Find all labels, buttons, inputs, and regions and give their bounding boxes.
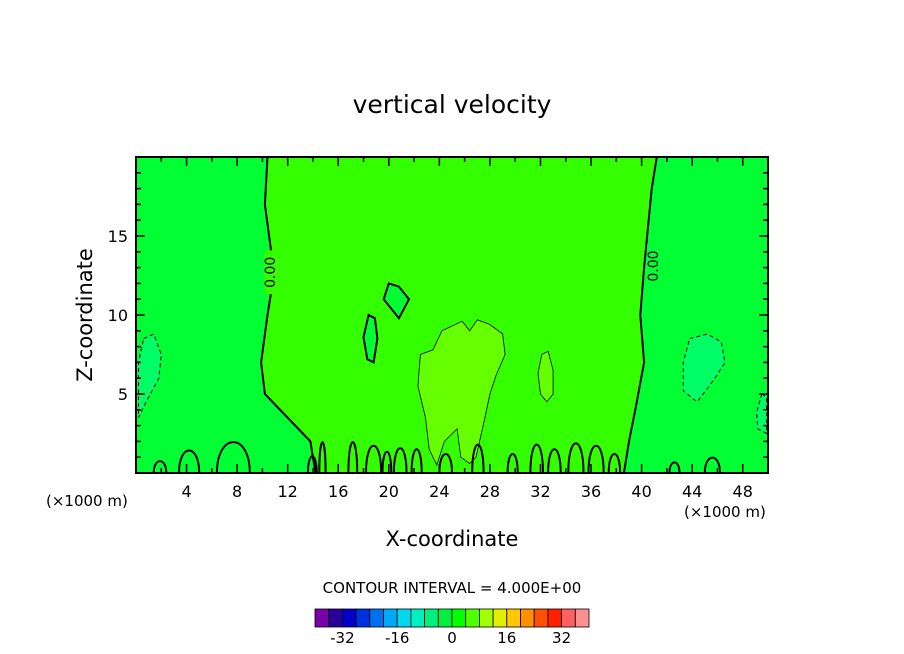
negative-contour bbox=[756, 393, 768, 435]
x-tick-label: 24 bbox=[429, 482, 449, 501]
colorbar-swatch bbox=[410, 608, 425, 628]
surface-contour bbox=[547, 448, 562, 474]
colorbar-swatch bbox=[396, 608, 412, 628]
x-tick-label: 8 bbox=[232, 482, 242, 501]
colorbar-swatch bbox=[492, 608, 508, 628]
colorbar-label: 0 bbox=[447, 629, 457, 647]
y-tick-label: 5 bbox=[118, 385, 128, 404]
colorbar: -32 -16 0 16 32 bbox=[314, 608, 590, 647]
surface-contour bbox=[471, 443, 485, 474]
surface-contour bbox=[587, 444, 605, 474]
surface-contour bbox=[306, 455, 318, 474]
colorbar-swatch bbox=[574, 608, 590, 628]
closed-contour bbox=[382, 282, 411, 321]
surface-contour bbox=[318, 441, 327, 474]
x-tick-label: 16 bbox=[328, 482, 348, 501]
colorbar-swatch bbox=[314, 608, 330, 628]
y-axis-label: Z-coordinate bbox=[73, 248, 97, 382]
surface-contour bbox=[215, 441, 251, 474]
surface-contour bbox=[529, 443, 544, 474]
x-tick-label: 48 bbox=[733, 482, 753, 501]
surface-contour bbox=[567, 442, 585, 474]
x-tick-label: 20 bbox=[379, 482, 399, 501]
x-tick-label: 44 bbox=[682, 482, 702, 501]
colorbar-swatch bbox=[533, 608, 549, 628]
colorbar-label: -32 bbox=[330, 629, 355, 647]
negative-contour bbox=[138, 333, 162, 418]
surface-contour bbox=[506, 453, 519, 474]
colorbar-label: 32 bbox=[552, 629, 571, 647]
colorbar-swatch bbox=[561, 608, 576, 628]
colorbar-swatch bbox=[369, 608, 384, 628]
negative-contour bbox=[682, 333, 726, 403]
x-tick-label: 40 bbox=[631, 482, 651, 501]
x-tick-label: 12 bbox=[278, 482, 298, 501]
positive-cell-east bbox=[537, 350, 554, 403]
x-units-left: (×1000 m) bbox=[46, 492, 128, 510]
colorbar-swatch bbox=[478, 608, 494, 628]
surface-contour bbox=[703, 456, 721, 474]
surface-contour bbox=[381, 450, 393, 474]
surface-contour bbox=[152, 460, 168, 474]
colorbar-swatch bbox=[547, 608, 563, 628]
colorbar-swatch bbox=[451, 608, 467, 628]
x-axis-label: X-coordinate bbox=[386, 527, 519, 551]
x-tick-label: 32 bbox=[530, 482, 550, 501]
surface-contour bbox=[410, 448, 423, 474]
colorbar-label: -16 bbox=[385, 629, 410, 647]
colorbar-swatch bbox=[341, 608, 357, 628]
colorbar-label: 16 bbox=[497, 629, 516, 647]
closed-contour bbox=[362, 313, 379, 364]
surface-contour bbox=[178, 449, 201, 474]
positive-cell bbox=[417, 319, 506, 467]
contour-label: 0.00 bbox=[646, 250, 662, 281]
colorbar-swatch bbox=[465, 608, 480, 628]
colorbar-swatch bbox=[355, 608, 371, 628]
colorbar-swatch bbox=[383, 608, 398, 628]
contour-label: 0.00 bbox=[263, 257, 279, 288]
colorbar-swatch bbox=[328, 608, 343, 628]
surface-contour bbox=[347, 441, 359, 474]
x-tick-label: 28 bbox=[480, 482, 500, 501]
x-tick-label: 36 bbox=[581, 482, 601, 501]
y-tick-label: 15 bbox=[108, 227, 128, 246]
contour-label-bg bbox=[647, 244, 662, 289]
positive-region bbox=[261, 157, 657, 473]
colorbar-swatch bbox=[520, 608, 535, 628]
colorbar-swatch bbox=[437, 608, 453, 628]
contour-label-bg bbox=[264, 250, 279, 295]
y-tick-label: 10 bbox=[108, 306, 128, 325]
colorbar-swatch bbox=[506, 608, 521, 628]
surface-contour bbox=[607, 453, 622, 474]
contour-interval-label: CONTOUR INTERVAL = 4.000E+00 bbox=[323, 579, 582, 597]
surface-contour bbox=[668, 461, 681, 474]
x-tick-label: 4 bbox=[181, 482, 191, 501]
x-units-right: (×1000 m) bbox=[684, 503, 766, 521]
chart-title: vertical velocity bbox=[353, 90, 552, 119]
surface-contour bbox=[392, 447, 408, 474]
contour-field bbox=[136, 157, 768, 473]
surface-contour bbox=[365, 444, 383, 474]
colorbar-swatch bbox=[424, 608, 439, 628]
